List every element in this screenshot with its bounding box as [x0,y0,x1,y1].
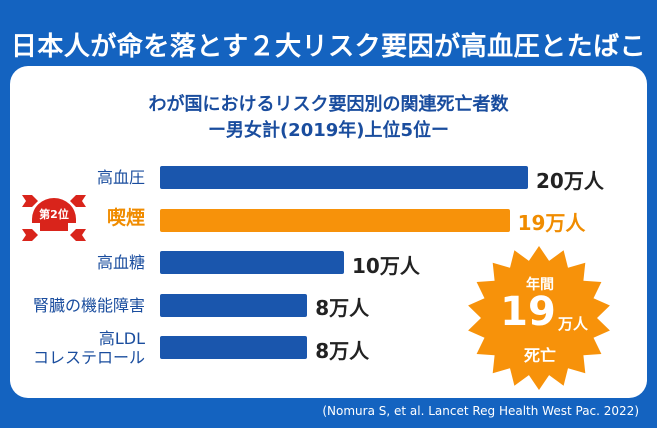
burst-top-text: 年間 [526,277,554,293]
bar-0 [160,166,528,189]
bar-3 [160,293,308,317]
value-label-4: 8万人 [315,338,370,363]
headline: 日本人が命を落とす２大リスク要因が高血圧とたばこ [10,32,647,62]
value-label-1: 19万人 [517,211,586,235]
value-label-0: 20万人 [536,168,604,193]
rank-badge-label: 第2位 [39,208,69,221]
source-citation: (Nomura S, et al. Lancet Reg Health West… [322,404,639,418]
chart-subtitle: ー男女計(2019年)上位5位ー [207,120,450,141]
bar-2 [160,251,344,274]
category-label-4: 高LDL コレステロール [32,328,145,367]
value-label-2: 10万人 [352,253,420,278]
category-label-0: 高血圧 [96,168,145,187]
category-label-1: 喫煙 [106,207,145,229]
value-label-3: 8万人 [315,296,370,320]
starburst-badge [468,246,610,390]
skull-icon [22,195,86,241]
burst-number: 19 [500,289,556,335]
bar-1 [160,208,510,232]
burst-bottom-text: 死亡 [523,346,556,365]
category-label-3: 腎臓の機能障害 [32,295,145,315]
burst-unit: 万人 [558,315,589,333]
category-label-2: 高血糖 [96,253,145,272]
bar-4 [160,336,308,359]
chart-title: わが国におけるリスク要因別の関連死亡者数 [148,94,509,115]
